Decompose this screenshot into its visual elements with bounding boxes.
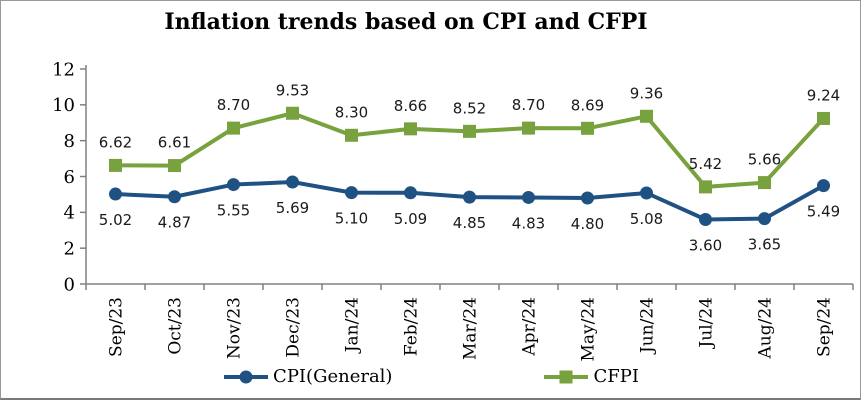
- x-axis-category-label: Jul/24: [697, 297, 717, 350]
- cpi-data-label: 4.85: [453, 214, 486, 232]
- x-axis-category-label: May/24: [579, 297, 599, 362]
- legend-item-cpi: CPI(General): [222, 366, 392, 387]
- x-axis-category-label: Sep/24: [815, 297, 835, 357]
- cfpi-point-marker: [640, 109, 653, 123]
- x-axis-category-label: Jan/24: [343, 297, 363, 354]
- legend-label-cfpi: CFPI: [593, 366, 639, 387]
- cpi-point-marker: [345, 186, 358, 200]
- cpi-point-marker: [758, 212, 771, 226]
- cpi-data-label: 3.65: [748, 236, 781, 254]
- cfpi-data-label: 9.53: [276, 81, 309, 99]
- cpi-point-marker: [109, 187, 122, 201]
- cfpi-data-label: 8.70: [217, 96, 250, 114]
- cpi-point-marker: [522, 190, 535, 204]
- cpi-data-label: 4.83: [512, 214, 545, 232]
- cfpi-data-label: 8.52: [453, 99, 486, 117]
- cpi-point-marker: [404, 186, 417, 200]
- cpi-data-label: 5.55: [217, 202, 250, 220]
- x-axis-category-label: Feb/24: [402, 297, 422, 356]
- cfpi-point-marker: [758, 176, 771, 190]
- x-axis-category-label: Jun/24: [638, 297, 658, 355]
- y-axis-tick-label: 2: [64, 238, 75, 259]
- cfpi-data-label: 6.62: [99, 133, 132, 151]
- y-axis-tick-label: 10: [52, 95, 75, 116]
- cpi-data-label: 5.02: [99, 211, 132, 229]
- cfpi-series-line: [115, 111, 825, 189]
- cfpi-data-label: 5.42: [689, 155, 722, 173]
- cpi-data-label: 5.49: [807, 203, 840, 221]
- cpi-data-label: 3.60: [689, 237, 722, 255]
- x-axis-category-label: Dec/23: [284, 297, 304, 358]
- y-axis-tick-label: 4: [64, 203, 75, 224]
- cfpi-data-label: 8.30: [335, 103, 368, 121]
- x-axis-category-label: Apr/24: [520, 297, 540, 357]
- cpi-data-label: 5.09: [394, 210, 427, 228]
- cpi-point-marker: [286, 175, 299, 189]
- x-axis-category-label: Nov/23: [225, 297, 245, 359]
- cfpi-data-label: 8.66: [394, 97, 427, 115]
- x-axis-category-label: Sep/23: [107, 297, 127, 357]
- cfpi-point-marker: [522, 121, 535, 135]
- y-axis-tick-label: 0: [64, 274, 75, 295]
- chart-legend: CPI(General) CFPI: [1, 366, 860, 387]
- cfpi-legend-marker-icon: [544, 370, 589, 383]
- cfpi-point-marker: [581, 121, 594, 135]
- cpi-data-label: 5.10: [335, 210, 368, 228]
- y-axis-tick-label: 6: [64, 167, 75, 188]
- chart-title: Inflation trends based on CPI and CFPI: [164, 9, 648, 35]
- cfpi-data-label: 5.66: [748, 151, 781, 169]
- x-axis-category-label: Oct/23: [166, 297, 186, 355]
- cfpi-point-marker: [817, 111, 830, 125]
- cpi-data-label: 4.87: [158, 214, 191, 232]
- y-axis-tick-label: 12: [52, 59, 75, 80]
- cpi-data-label: 5.69: [276, 199, 309, 217]
- cfpi-point-marker: [699, 180, 712, 194]
- cfpi-point-marker: [463, 124, 476, 138]
- cpi-point-marker: [581, 191, 594, 205]
- cpi-point-marker: [227, 178, 240, 192]
- cpi-point-marker: [817, 179, 830, 193]
- cfpi-data-label: 9.24: [807, 86, 840, 104]
- cpi-point-marker: [463, 190, 476, 204]
- cpi-point-marker: [168, 190, 181, 204]
- x-axis-category-label: Aug/24: [756, 297, 776, 359]
- cfpi-data-label: 8.69: [571, 96, 604, 114]
- x-axis-category-label: Mar/24: [461, 297, 481, 360]
- cfpi-point-marker: [345, 128, 358, 142]
- legend-item-cfpi: CFPI: [542, 366, 639, 387]
- cpi-legend-marker-icon: [224, 370, 269, 383]
- cpi-point-marker: [699, 213, 712, 226]
- cpi-point-marker: [640, 186, 653, 200]
- cfpi-data-label: 9.36: [630, 84, 663, 102]
- cfpi-data-label: 6.61: [158, 134, 191, 152]
- cpi-data-label: 5.08: [630, 210, 663, 228]
- y-axis-tick-label: 8: [64, 131, 75, 152]
- cfpi-data-label: 8.70: [512, 96, 545, 114]
- cfpi-point-marker: [404, 122, 417, 136]
- cfpi-point-marker: [227, 121, 240, 135]
- cfpi-point-marker: [286, 106, 299, 120]
- cpi-data-label: 4.80: [571, 215, 604, 233]
- cfpi-point-marker: [168, 159, 181, 173]
- cfpi-point-marker: [109, 158, 122, 172]
- legend-label-cpi: CPI(General): [273, 366, 393, 387]
